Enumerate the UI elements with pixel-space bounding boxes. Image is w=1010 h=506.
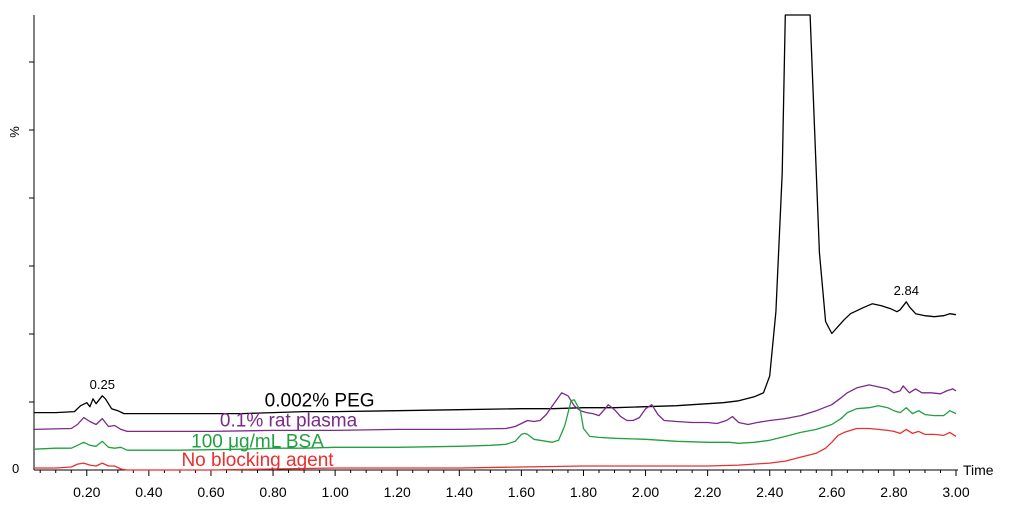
x-tick-label: 3.00 — [942, 484, 969, 500]
x-tick-label: 2.60 — [818, 484, 845, 500]
series-label-2: 100 μg/mL BSA — [191, 431, 324, 452]
x-tick-label: 1.80 — [570, 484, 597, 500]
x-axis-label: Time — [963, 462, 994, 478]
y-axis-zero-label: 0 — [12, 461, 19, 476]
x-tick-label: 1.20 — [384, 484, 411, 500]
series-label-1: 0.1% rat plasma — [220, 410, 358, 431]
trace-line-1 — [33, 384, 957, 433]
x-tick-label: 0.80 — [259, 484, 286, 500]
x-tick-label: 0.60 — [197, 484, 224, 500]
trace-line-0 — [34, 14, 957, 415]
x-tick-label: 2.80 — [880, 484, 907, 500]
peak-annotation: 2.84 — [894, 283, 919, 298]
trace-line-3 — [34, 427, 957, 471]
peak-annotation: 0.25 — [90, 377, 115, 392]
x-tick-label: 1.60 — [508, 484, 535, 500]
axes: 0.20 0.40 0.60 0.80 1.00 1.20 1.40 1.60 1.80 2.00… — [29, 15, 970, 500]
series-label-0: 0.002% PEG — [265, 391, 375, 412]
traces — [33, 14, 957, 471]
series-label-3: No blocking agent — [181, 450, 334, 471]
x-tick-label: 1.40 — [446, 484, 473, 500]
x-tick-label: 0.20 — [73, 484, 100, 500]
y-axis-label: % — [7, 126, 22, 138]
x-tick-label: 1.00 — [321, 484, 348, 500]
trace-line-2 — [33, 399, 957, 451]
x-tick-label: 0.40 — [135, 484, 162, 500]
x-tick-label: 2.20 — [694, 484, 721, 500]
x-tick-label: 2.00 — [632, 484, 659, 500]
x-tick-label: 2.40 — [756, 484, 783, 500]
